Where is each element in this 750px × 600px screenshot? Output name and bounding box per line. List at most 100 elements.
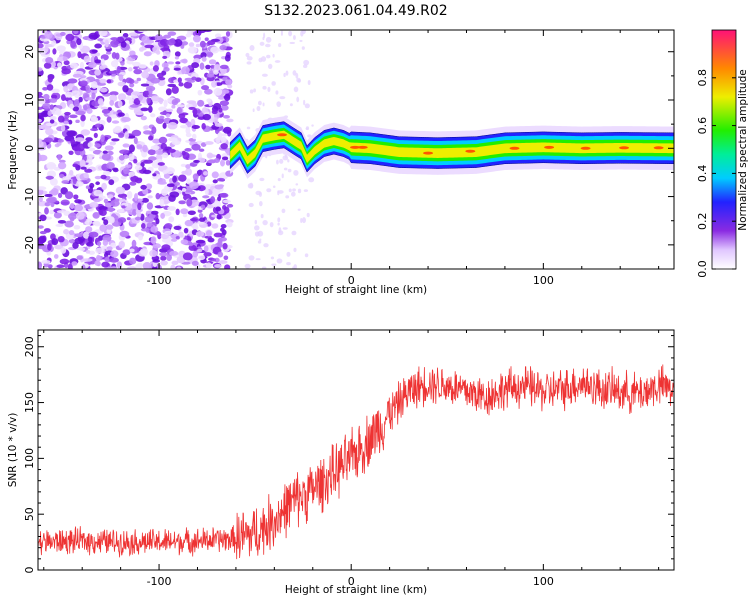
- noise-speck: [212, 187, 221, 195]
- noise-speck: [129, 82, 135, 88]
- noise-speck: [178, 200, 186, 205]
- noise-speck: [140, 107, 149, 112]
- noise-speck: [158, 97, 164, 105]
- noise-speck: [161, 188, 168, 196]
- noise-speck: [131, 239, 137, 248]
- noise-speck: [161, 152, 169, 159]
- noise-speck: [213, 117, 219, 125]
- noise-speck: [69, 114, 78, 119]
- noise-speck: [195, 230, 205, 237]
- noise-speck: [166, 183, 175, 188]
- noise-speck: [214, 184, 224, 190]
- noise-speck: [56, 264, 65, 269]
- noise-speck: [159, 115, 165, 120]
- noise-speck: [281, 173, 284, 179]
- noise-speck: [301, 46, 305, 50]
- noise-speck: [67, 83, 74, 89]
- noise-speck: [293, 247, 297, 253]
- noise-speck: [99, 65, 106, 70]
- noise-speck: [204, 187, 209, 196]
- noise-speck: [192, 250, 199, 258]
- noise-speck: [69, 169, 74, 176]
- noise-speck: [248, 202, 254, 208]
- noise-speck: [110, 250, 119, 258]
- noise-speck: [57, 220, 66, 224]
- noise-speck: [198, 148, 205, 152]
- signal-hotspot: [357, 145, 368, 149]
- noise-speck: [63, 210, 71, 216]
- noise-speck: [65, 33, 75, 42]
- noise-speck: [296, 96, 300, 103]
- spectrogram-xlabel: Height of straight line (km): [285, 284, 427, 296]
- noise-speck: [289, 103, 293, 107]
- noise-speck: [101, 182, 107, 191]
- noise-speck: [146, 222, 153, 228]
- noise-speck: [50, 188, 59, 196]
- noise-speck: [117, 217, 127, 224]
- noise-speck: [63, 229, 70, 235]
- noise-speck: [38, 67, 43, 72]
- noise-speck: [143, 125, 150, 130]
- noise-speck: [93, 189, 103, 197]
- noise-speck: [295, 72, 299, 79]
- noise-speck: [72, 30, 79, 35]
- noise-speck: [182, 187, 187, 192]
- noise-speck: [183, 227, 189, 234]
- noise-speck: [110, 39, 120, 48]
- signal-band-layer: [230, 127, 674, 168]
- noise-speck: [254, 219, 258, 225]
- noise-speck: [117, 112, 125, 117]
- noise-speck: [128, 171, 136, 177]
- noise-speck: [195, 43, 201, 48]
- noise-speck: [108, 216, 115, 224]
- noise-speck: [49, 98, 58, 103]
- noise-speck: [68, 238, 76, 244]
- noise-speck: [161, 244, 171, 251]
- noise-speck: [69, 103, 75, 109]
- noise-speck: [100, 106, 109, 110]
- noise-speck: [215, 137, 221, 144]
- noise-speck: [157, 181, 167, 185]
- spectrogram-frame: [37, 29, 675, 270]
- noise-speck: [214, 82, 223, 86]
- noise-speck: [95, 247, 105, 254]
- noise-speck: [121, 205, 126, 209]
- noise-speck: [70, 40, 77, 48]
- noise-speck: [137, 202, 142, 211]
- noise-speck: [143, 159, 153, 164]
- noise-speck: [271, 81, 276, 86]
- noise-speck: [157, 162, 165, 166]
- noise-speck: [71, 261, 78, 266]
- noise-speck: [225, 79, 232, 85]
- noise-speck: [103, 198, 109, 204]
- noise-speck: [82, 258, 93, 262]
- noise-speck: [185, 168, 192, 176]
- noise-speck: [173, 39, 183, 47]
- noise-speck: [102, 150, 108, 155]
- noise-speck: [55, 108, 62, 116]
- signal-band: [229, 116, 674, 179]
- noise-speck: [191, 125, 200, 130]
- noise-speck: [43, 137, 54, 143]
- noise-speck: [205, 262, 212, 269]
- colorbar-tick-label: 0.2: [696, 212, 709, 230]
- noise-speck: [106, 116, 112, 123]
- noise-speck: [108, 179, 115, 186]
- noise-speck: [102, 239, 109, 246]
- noise-speck: [61, 68, 72, 75]
- noise-speck: [191, 260, 199, 266]
- noise-speck: [38, 188, 44, 196]
- noise-speck: [113, 111, 118, 115]
- noise-speck: [133, 80, 139, 84]
- spectrogram-ytick-label: -10: [23, 188, 36, 206]
- noise-speck: [191, 143, 201, 151]
- noise-speck: [197, 255, 206, 261]
- noise-speck: [147, 149, 156, 156]
- noise-speck: [288, 188, 292, 193]
- noise-speck: [43, 93, 50, 101]
- noise-speck: [168, 216, 175, 223]
- noise-speck: [38, 91, 43, 97]
- noise-speck: [106, 246, 113, 251]
- noise-speck: [197, 89, 203, 96]
- noise-speck: [287, 159, 290, 163]
